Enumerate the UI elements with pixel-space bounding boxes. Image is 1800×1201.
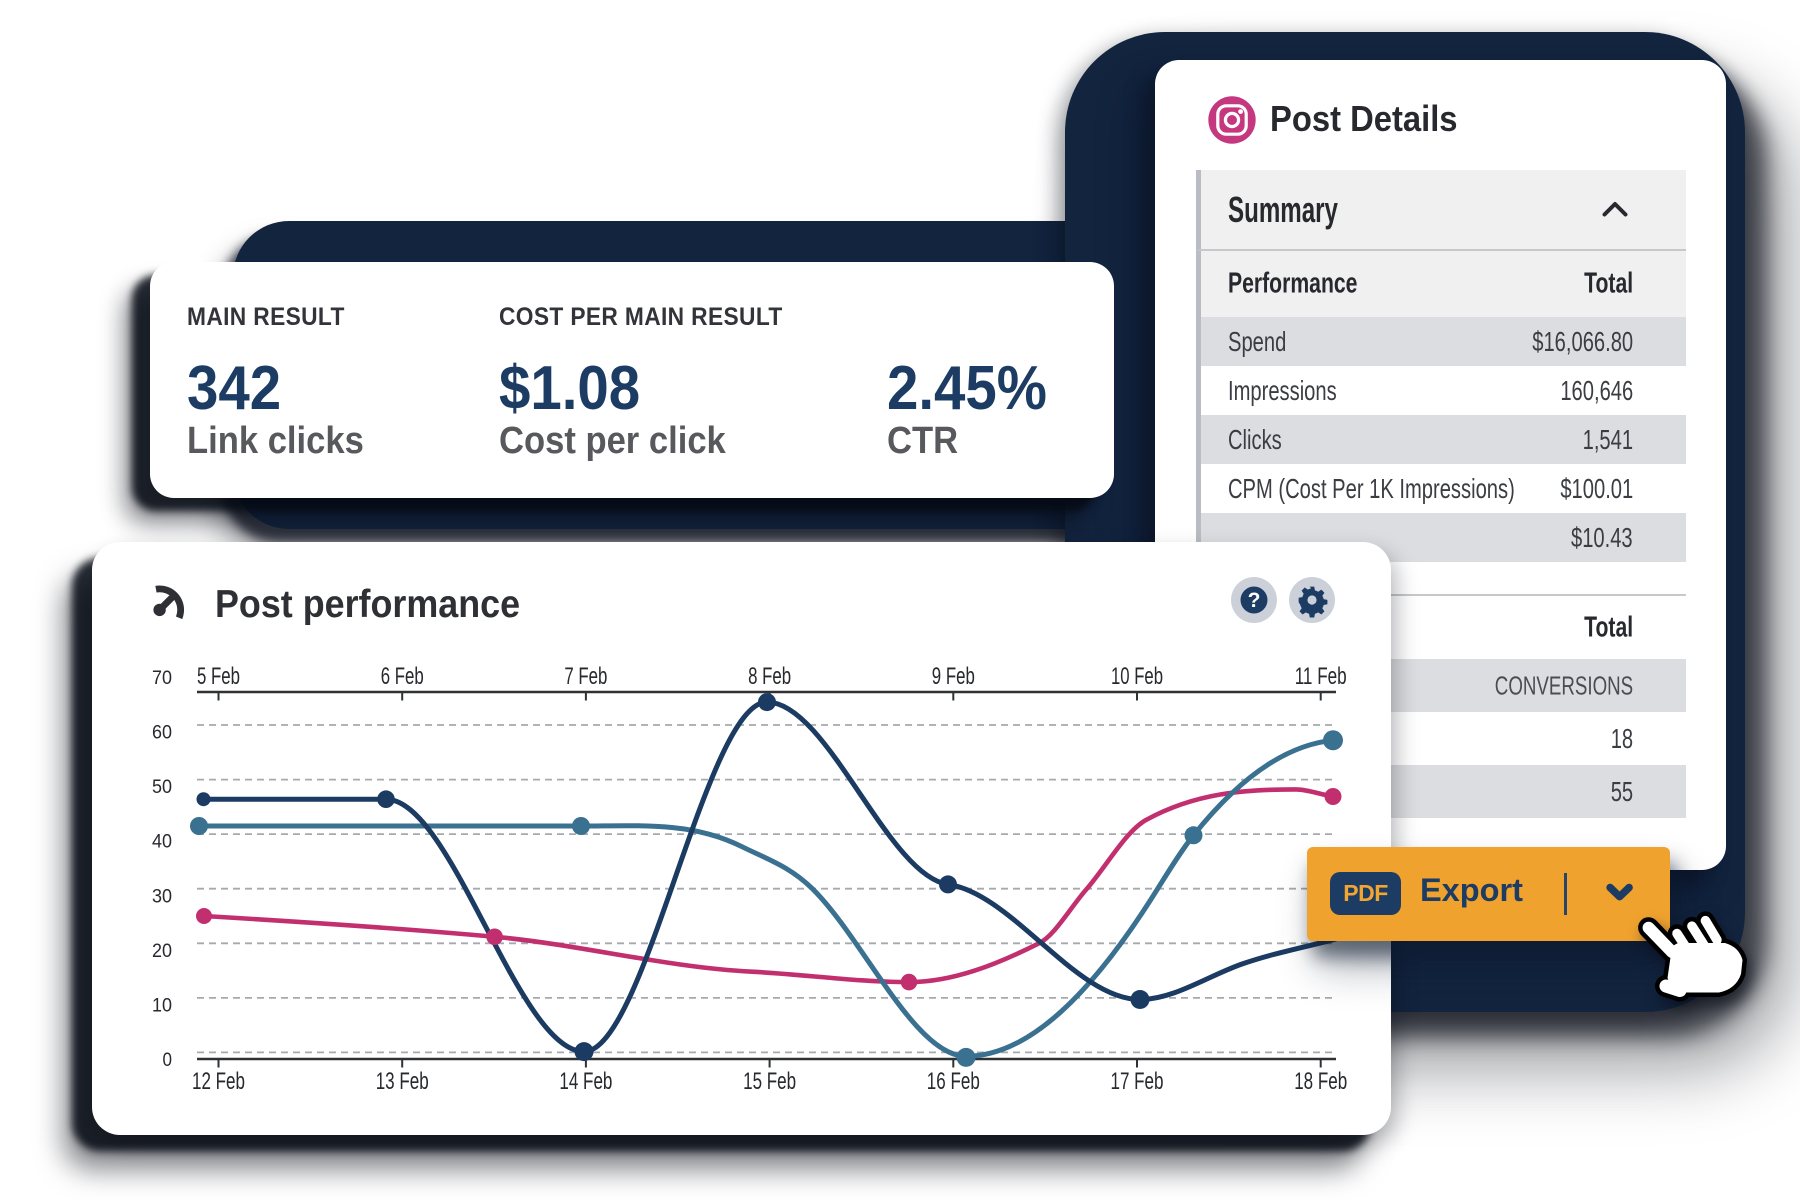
svg-text:14 Feb: 14 Feb: [559, 1068, 612, 1095]
svg-text:50: 50: [152, 777, 172, 798]
svg-text:10 Feb: 10 Feb: [1111, 663, 1163, 690]
svg-text:6 Feb: 6 Feb: [381, 663, 424, 690]
svg-text:20: 20: [152, 941, 172, 962]
svg-text:60: 60: [152, 723, 172, 744]
svg-text:11 Feb: 11 Feb: [1295, 663, 1347, 690]
svg-text:70: 70: [152, 668, 172, 689]
svg-text:18 Feb: 18 Feb: [1294, 1068, 1347, 1095]
svg-text:?: ?: [1248, 589, 1261, 612]
svg-text:17 Feb: 17 Feb: [1111, 1068, 1164, 1095]
svg-text:9 Feb: 9 Feb: [932, 663, 975, 690]
svg-text:7 Feb: 7 Feb: [564, 663, 607, 690]
svg-text:40: 40: [152, 832, 172, 853]
svg-text:0: 0: [163, 1050, 173, 1071]
svg-text:5 Feb: 5 Feb: [197, 663, 240, 690]
svg-text:16 Feb: 16 Feb: [927, 1068, 980, 1095]
svg-text:8 Feb: 8 Feb: [748, 663, 791, 690]
svg-text:12 Feb: 12 Feb: [192, 1068, 245, 1095]
svg-text:13 Feb: 13 Feb: [376, 1068, 429, 1095]
svg-text:15 Feb: 15 Feb: [743, 1068, 796, 1095]
svg-text:10: 10: [152, 995, 172, 1016]
svg-text:30: 30: [152, 886, 172, 907]
